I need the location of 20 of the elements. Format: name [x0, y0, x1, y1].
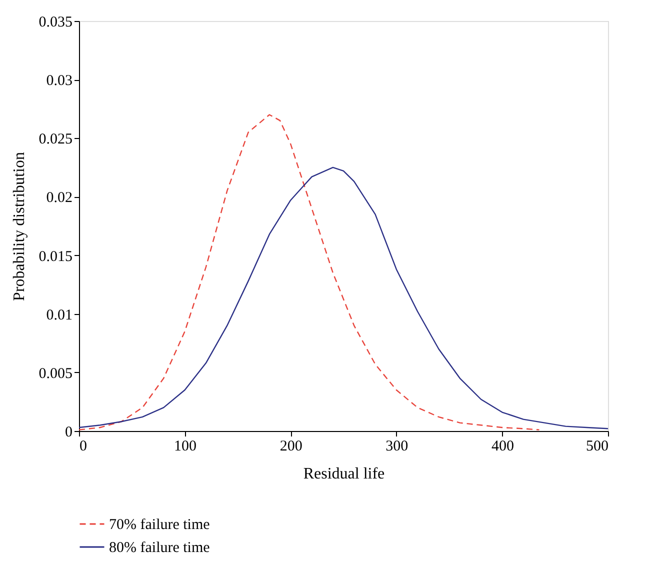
x-tick-label: 0	[80, 438, 87, 454]
y-tick-label: 0.03	[46, 73, 72, 90]
x-tick-label: 400	[491, 438, 514, 454]
y-tick-label: 0.025	[38, 132, 72, 148]
x-axis-title: Residual life	[303, 466, 385, 482]
y-axis-title: Probability distribution	[10, 152, 28, 301]
line-series	[79, 114, 540, 430]
x-tick-label: 100	[174, 438, 197, 454]
legend-label: 80% failure time	[109, 540, 210, 556]
legend-label: 70% failure time	[109, 517, 210, 533]
y-tick-label: 0.01	[46, 307, 72, 324]
x-tick-label: 200	[280, 438, 302, 454]
y-tick-label: 0	[65, 424, 72, 440]
x-tick-label: 300	[386, 438, 408, 454]
y-tick-label: 0.02	[46, 190, 72, 206]
y-tick-label: 0.005	[38, 366, 72, 382]
y-tick-label: 0.015	[38, 248, 72, 265]
x-tick-label: 500	[586, 438, 608, 454]
line-series	[79, 166, 608, 430]
y-tick-label: 0.035	[38, 14, 72, 30]
